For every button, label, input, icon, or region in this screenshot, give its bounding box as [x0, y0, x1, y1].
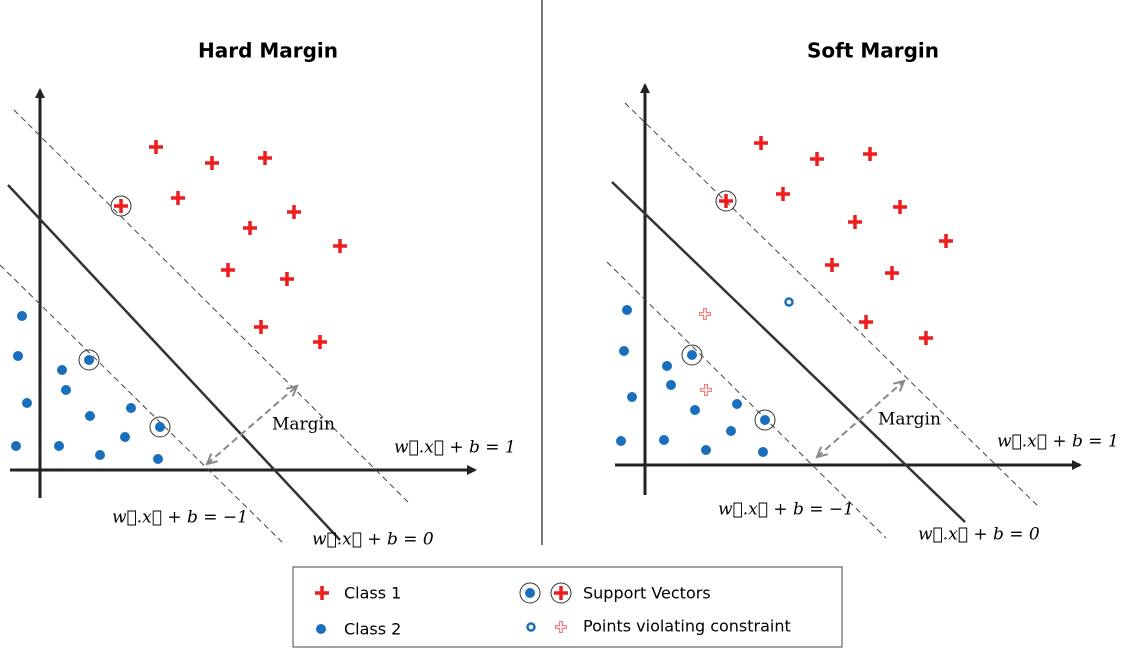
support-ring: [550, 582, 572, 604]
class-2-point: [85, 411, 95, 421]
equation-label: w⃗.x⃗ + b = 0: [918, 525, 1040, 545]
negative-margin-line: [0, 264, 283, 543]
positive-margin-line: [13, 109, 409, 503]
negative-margin-line: [606, 261, 887, 539]
class-1-point: [719, 194, 733, 208]
class-2-point: [726, 426, 736, 436]
class-1-point: [863, 147, 877, 161]
class-1-point: [859, 315, 873, 329]
equation-label: w⃗.x⃗ + b = −1: [112, 508, 248, 528]
legend-box: [292, 566, 843, 648]
class-2-point: [61, 385, 71, 395]
violating-point: [556, 622, 566, 632]
class-1-point: [280, 272, 294, 286]
class-1-point: [243, 221, 257, 235]
class-1-point: [554, 586, 568, 600]
equation-label: w⃗.x⃗ + b = 1: [394, 438, 516, 458]
class-2-point: [619, 346, 629, 356]
class-1-point: [848, 215, 862, 229]
class-1-point: [825, 258, 839, 272]
violating-point: [784, 297, 794, 307]
class-2-point: [616, 436, 626, 446]
class-2-point: [662, 361, 672, 371]
violating-point: [526, 622, 536, 632]
support-ring: [149, 416, 171, 438]
soft-margin-panel: Soft Margin Margin w⃗.x⃗ + b = 1 w⃗.x⃗ +…: [606, 39, 1119, 545]
class-1-point: [885, 266, 899, 280]
support-ring: [681, 344, 703, 366]
margin-arrow: [207, 386, 297, 464]
class-1-point: [754, 136, 768, 150]
class-2-point: [316, 624, 326, 634]
class-2-point: [22, 398, 32, 408]
panel-title: Soft Margin: [807, 39, 939, 63]
class-2-point: [126, 403, 136, 413]
support-ring: [78, 349, 100, 371]
class-1-point: [313, 335, 327, 349]
class-1-point: [254, 320, 268, 334]
decision-boundary: [611, 181, 966, 523]
legend-label: Class 2: [344, 620, 401, 639]
legend-label: Support Vectors: [583, 584, 711, 603]
equation-label: w⃗.x⃗ + b = −1: [718, 500, 854, 520]
class-2-point: [659, 435, 669, 445]
class-2-point: [758, 447, 768, 457]
class-2-point: [627, 392, 637, 402]
class-2-point: [153, 454, 163, 464]
class-2-point: [17, 311, 27, 321]
violating-point: [701, 385, 711, 395]
margin-label: Margin: [272, 415, 335, 435]
class-1-point: [893, 200, 907, 214]
class-1-point: [205, 156, 219, 170]
equation-label: w⃗.x⃗ + b = 1: [997, 432, 1119, 452]
class-2-point: [84, 355, 94, 365]
legend-label: Class 1: [344, 584, 401, 603]
class-2-point: [732, 399, 742, 409]
positive-margin-line: [624, 102, 1041, 509]
decision-boundary: [7, 184, 341, 541]
class-1-point: [221, 263, 235, 277]
class-2-point: [701, 445, 711, 455]
class-1-point: [258, 151, 272, 165]
support-ring: [519, 582, 541, 604]
class-2-point: [54, 441, 64, 451]
class-2-point: [622, 305, 632, 315]
class-2-point: [687, 350, 697, 360]
class-2-point: [95, 450, 105, 460]
class-2-point: [155, 422, 165, 432]
class-2-point: [666, 380, 676, 390]
class-1-point: [171, 191, 185, 205]
support-ring: [754, 409, 776, 431]
legend-label: Points violating constraint: [583, 617, 791, 636]
panel-title: Hard Margin: [198, 39, 338, 63]
class-2-point: [690, 405, 700, 415]
class-1-point: [810, 152, 824, 166]
class-2-point: [760, 415, 770, 425]
class-1-point: [333, 239, 347, 253]
class-1-point: [919, 331, 933, 345]
class-1-point: [315, 586, 329, 600]
class-1-point: [776, 187, 790, 201]
margin-label: Margin: [878, 410, 941, 430]
support-ring: [110, 195, 132, 217]
legend: Class 1 Class 2 Support Vectors Points v…: [292, 566, 843, 648]
class-2-point: [120, 432, 130, 442]
hard-margin-panel: Hard Margin Margin w⃗.x⃗ + b = 1 w⃗.x⃗ +…: [0, 39, 516, 550]
violating-point: [700, 309, 710, 319]
equation-label: w⃗.x⃗ + b = 0: [312, 530, 434, 550]
margin-arrow: [817, 381, 904, 457]
class-1-point: [287, 205, 301, 219]
class-2-point: [11, 441, 21, 451]
class-2-point: [57, 365, 67, 375]
class-1-point: [149, 140, 163, 154]
class-1-point: [114, 199, 128, 213]
class-2-point: [13, 351, 23, 361]
support-ring: [715, 190, 737, 212]
class-1-point: [939, 234, 953, 248]
class-2-point: [525, 588, 535, 598]
